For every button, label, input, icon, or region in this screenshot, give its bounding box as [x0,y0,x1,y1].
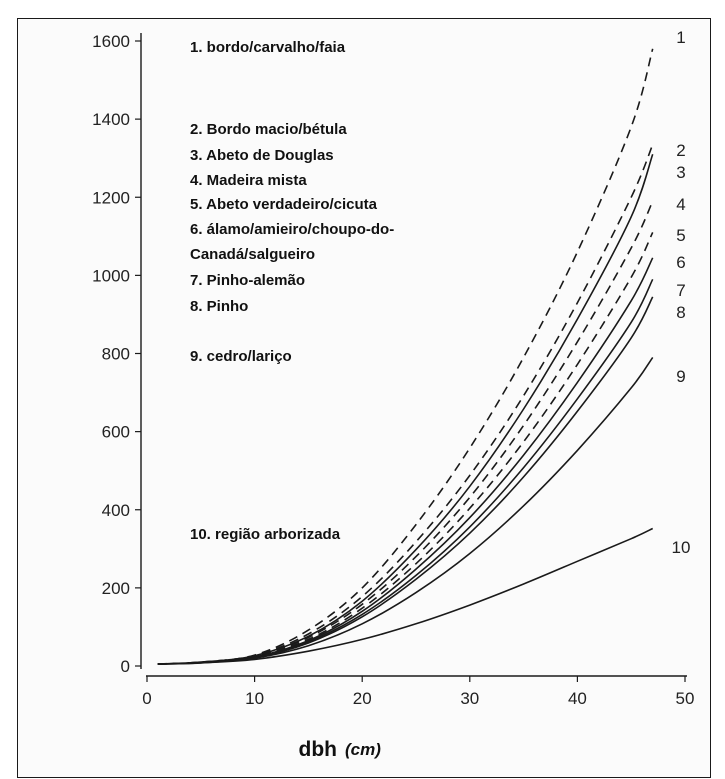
x-tick-label: 10 [245,689,264,708]
curve-label-10: 10 [672,538,691,557]
curve-label-8: 8 [676,303,685,322]
y-tick-label: 600 [102,423,130,442]
legend-entry-1: 1. bordo/carvalho/faia [190,39,346,56]
legend-entry-7: 7. Pinho-alemão [190,272,305,289]
x-tick-label: 0 [142,689,151,708]
x-axis-title: dbh [299,738,337,761]
curve-label-9: 9 [676,367,685,386]
legend-entry-10: 10. região arborizada [190,526,341,543]
curve-9 [157,356,654,665]
y-tick-label: 800 [102,345,130,364]
y-tick-label: 1000 [92,266,130,285]
legend-entry-6: 6. álamo/amieiro/choupo-do- [190,221,394,238]
y-tick-label: 1400 [92,110,130,129]
legend: 1. bordo/carvalho/faia 2. Bordo macio/bé… [190,39,394,543]
y-tick-label: 200 [102,579,130,598]
y-tick-label: 1600 [92,32,130,51]
legend-entry-6b: Canadá/salgueiro [190,246,315,263]
x-tick-label: 40 [568,689,587,708]
legend-entry-4: 4. Madeira mista [190,172,307,189]
curve-labels: 1 2 3 4 5 6 7 8 9 10 [672,28,691,557]
legend-entry-3: 3. Abeto de Douglas [190,147,334,164]
legend-entry-8: 8. Pinho [190,298,248,315]
y-tick-label: 400 [102,501,130,520]
curve-label-5: 5 [676,226,685,245]
y-tick-label: 0 [121,657,130,676]
legend-entry-9: 9. cedro/lariço [190,348,292,365]
curves [157,48,654,665]
curve-4 [157,200,654,665]
x-axis-unit: (cm) [345,740,381,759]
curve-label-7: 7 [676,281,685,300]
x-tick-label: 50 [676,689,695,708]
curve-label-3: 3 [676,163,685,182]
x-tick-label: 30 [460,689,479,708]
curve-10 [157,527,654,665]
x-tick-label: 20 [353,689,372,708]
legend-entry-2: 2. Bordo macio/bétula [190,121,347,138]
curve-7 [157,278,654,665]
curve-label-6: 6 [676,253,685,272]
biomass-chart: 0 200 400 600 800 1000 1200 1400 1600 0 10 20 30 40 50… [92,28,694,761]
legend-entry-5: 5. Abeto verdadeiro/cicuta [190,196,378,213]
curve-label-2: 2 [676,141,685,160]
y-tick-label: 1200 [92,188,130,207]
curve-label-4: 4 [676,195,685,214]
curve-label-1: 1 [676,28,685,47]
axes: 0 200 400 600 800 1000 1200 1400 1600 0 10 20 30 40 50 [92,32,694,708]
chart-frame: 0 200 400 600 800 1000 1200 1400 1600 0 10 20 30 40 50… [17,18,711,778]
